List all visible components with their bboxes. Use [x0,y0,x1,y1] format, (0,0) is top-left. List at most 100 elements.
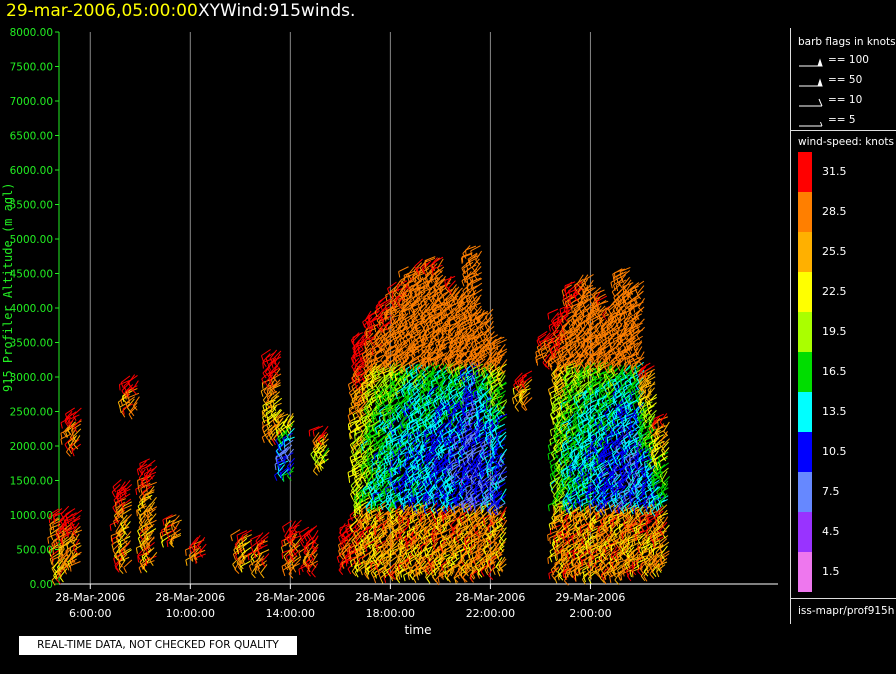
wind-barb-feather [120,528,126,534]
wind-barb [65,407,75,415]
wind-barb-feather [160,541,164,548]
wind-barb [365,540,376,547]
wind-barb [72,509,83,517]
wind-barb-feather [362,458,366,465]
wind-barb-feather [122,408,125,415]
wind-barb-feather [310,555,315,561]
wind-barb-feather [139,542,144,549]
wind-barb-feather [132,405,138,411]
wind-barb-feather [358,417,362,424]
wind-barb-feather [353,467,357,474]
wind-barb [194,549,206,555]
wind-barb-feather [365,332,368,339]
wind-barb-feather [293,527,297,534]
wind-barb-feather [63,432,68,438]
wind-barb [362,543,373,551]
wind-barb [286,462,295,473]
wind-barb-feather [430,381,433,388]
wind-barb-feather [369,354,372,362]
wind-barb-feather [355,412,361,419]
wind-barb-feather [349,433,353,439]
wind-barb-feather [137,538,142,545]
wind-barb [51,554,63,561]
wind-barb-feather [420,426,422,434]
wind-barb-feather [355,566,359,573]
wind-barb-feather [416,574,419,581]
wind-barb-feather [361,336,365,343]
wind-barb-feather [394,428,397,435]
wind-barb [56,558,65,568]
wind-barb-feather [408,308,411,315]
wind-barb-feather [261,561,266,568]
wind-barb-feather [254,565,258,571]
wind-barb-feather [66,451,71,457]
wind-barb-feather [234,544,239,550]
wind-barb-feather [353,445,357,451]
wind-barb-feather [270,429,274,436]
wind-barb-feather [353,355,357,362]
wind-barb-feather [350,340,355,346]
wind-barb-feather [118,561,121,568]
wind-barb [128,392,140,398]
wind-barb-feather [268,440,274,447]
wind-barb-feather [417,347,420,354]
wind-barb [122,480,131,490]
wind-barb [63,554,71,565]
wind-barb-feather [354,434,356,441]
wind-barb-feather [298,568,301,576]
wind-barb [171,528,181,536]
wind-barb-feather [345,558,349,564]
wind-barb-feather [146,525,149,532]
wind-barb-feather [353,403,357,410]
wind-barb [149,552,158,562]
wind-barb-feather [288,529,291,536]
wind-barb-feather [402,358,405,365]
wind-barb [265,406,276,414]
wind-barb-feather [116,493,119,500]
wind-barb [62,526,73,534]
wind-barb [359,497,370,504]
wind-barb-feather [194,554,197,561]
wind-barb-feather [416,339,419,346]
wind-barb-feather [350,451,355,457]
wind-barb-feather [449,570,452,577]
wind-barb-feather [359,438,364,445]
wind-barb [321,425,329,436]
wind-barb-feather [382,410,384,417]
wind-barb-feather [372,426,376,433]
wind-barb [371,419,382,427]
wind-barb-feather [347,519,350,526]
wind-barb-feather [357,388,363,394]
wind-barb [315,445,325,453]
wind-barb [270,367,281,374]
wind-barb-feather [283,540,287,547]
wind-barb-feather [427,361,430,368]
wind-barb-feather [365,513,369,520]
wind-barb-feather [362,543,366,550]
wind-barb-feather [141,469,144,476]
wind-barb-feather [262,417,266,424]
wind-barb [273,408,281,419]
wind-barb-feather [47,537,50,544]
wind-barb-feather [362,321,366,328]
wind-barb-feather [436,400,440,407]
wind-barb-feather [356,523,362,529]
wind-barb-feather [372,524,377,531]
wind-barb-feather [267,431,271,438]
wind-barb-feather [148,510,153,517]
wind-barb [364,341,372,352]
wind-barb-feather [433,540,437,547]
wind-barb-feather [418,289,420,296]
wind-barb-feather [249,539,252,546]
wind-barb-feather [135,488,138,496]
wind-barb-feather [52,548,54,555]
wind-barb [73,435,81,445]
wind-barb-feather [275,431,280,438]
wind-barb-feather [145,544,150,551]
wind-barb-feather [148,473,153,480]
wind-barb [280,418,288,429]
wind-barb-feather [383,330,386,337]
wind-barb-feather [64,521,67,528]
wind-barb [369,549,377,560]
wind-barb-feather [361,354,365,361]
